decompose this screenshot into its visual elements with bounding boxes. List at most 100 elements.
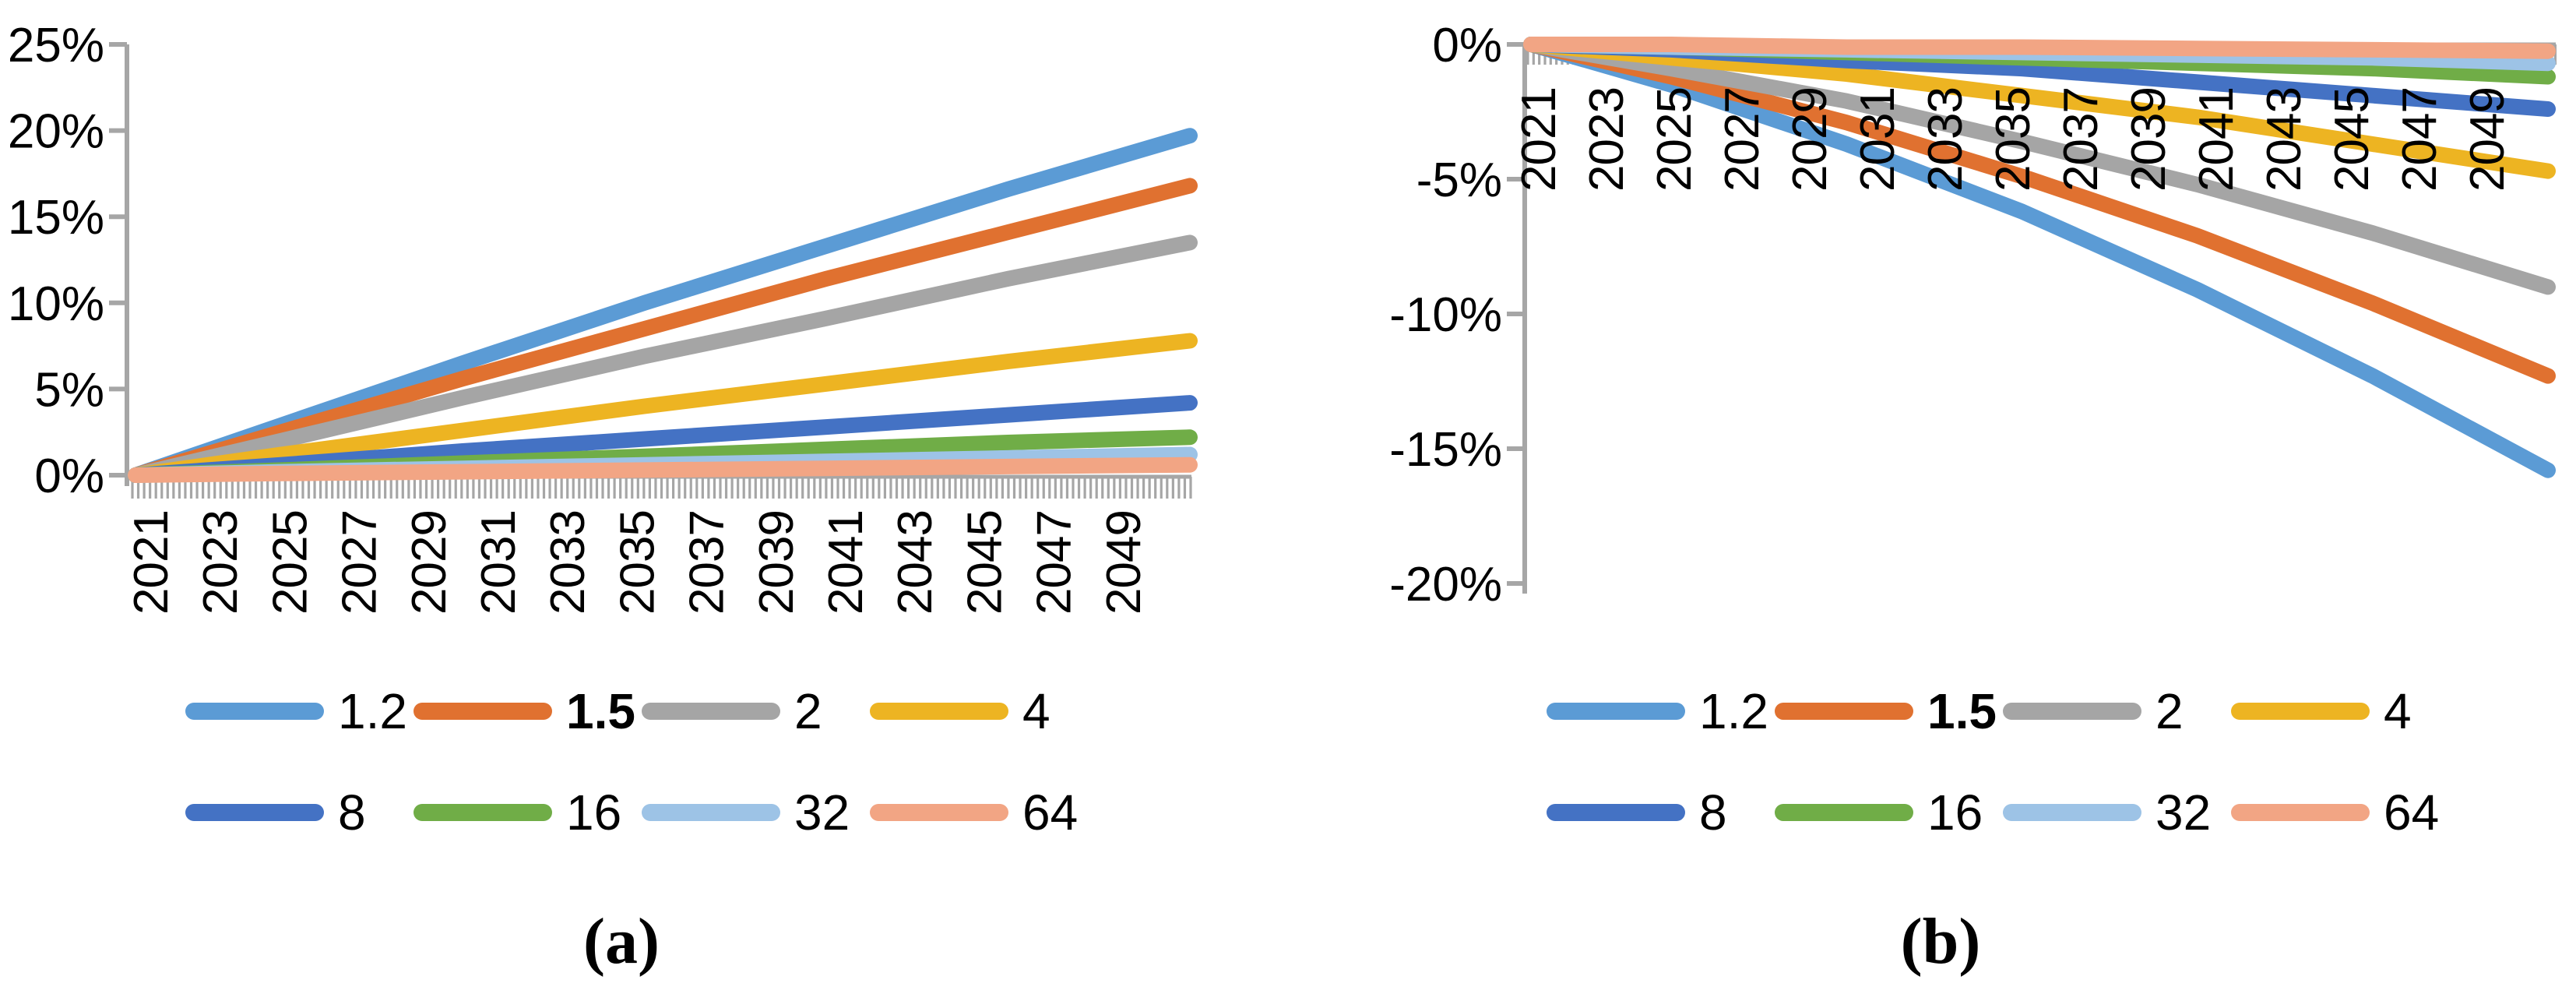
legend-marker-32 [642,804,780,821]
legend-item-64: 64 [870,787,1078,838]
legend-label-1.5: 1.5 [1927,683,1997,739]
x-axis-year-label: 2029 [1783,87,1837,192]
legend-marker-2 [2003,703,2141,720]
caption-panel-b: (b) [1900,905,1981,978]
legend-marker-64 [870,804,1008,821]
y-axis-tick-label: 0% [1432,19,1502,72]
x-axis-year-label: 2037 [681,510,734,615]
series-line-1.5 [128,178,1198,483]
x-axis-year-label: 2047 [2393,87,2447,192]
x-axis-year-label: 2049 [1097,510,1151,615]
x-axis-year-label: 2043 [2258,87,2311,192]
legend-item-1.2: 1.2 [185,686,407,737]
x-axis-year-label: 2045 [2325,87,2379,192]
legend-label-64: 64 [1022,784,1079,841]
x-axis-year-label: 2025 [263,510,317,615]
x-axis-year-label: 2027 [333,510,387,615]
legend-label-64: 64 [2384,784,2440,841]
legend-label-8: 8 [1699,784,1727,841]
series-line-64 [128,456,1198,483]
x-axis-year-label: 2035 [1987,87,2040,192]
y-axis-tick-label: 20% [8,105,104,159]
legend-label-32: 32 [2155,784,2212,841]
legend-item-2: 2 [642,686,822,737]
y-axis-tick-label: -15% [1389,423,1502,477]
legend-marker-4 [870,703,1008,720]
x-axis-year-label: 2023 [1580,87,1634,192]
legend-item-1.2: 1.2 [1547,686,1768,737]
y-axis-tick-label: -5% [1416,153,1502,207]
legend-marker-1.5 [413,703,552,720]
x-axis-year-label: 2041 [819,510,873,615]
legend-marker-64 [2231,804,2370,821]
x-axis-year-label: 2027 [1716,87,1769,192]
y-axis-tick-label: -10% [1389,288,1502,342]
x-axis-year-label: 2039 [750,510,804,615]
legend-label-1.2: 1.2 [1699,683,1768,739]
legend-marker-1.2 [1547,703,1685,720]
legend-item-1.5: 1.5 [413,686,635,737]
legend-item-4: 4 [870,686,1050,737]
y-axis-tick-label: 15% [8,191,104,245]
legend-item-32: 32 [2003,787,2211,838]
legend-marker-1.2 [185,703,324,720]
x-axis-year-label: 2031 [472,510,526,615]
legend-item-2: 2 [2003,686,2184,737]
x-axis-year-label: 2033 [541,510,595,615]
legend-item-8: 8 [1547,787,1727,838]
x-axis-year-label: 2037 [2054,87,2108,192]
legend-label-2: 2 [794,683,822,739]
legend-item-16: 16 [413,787,621,838]
legend-label-16: 16 [1927,784,1983,841]
legend-label-1.2: 1.2 [338,683,407,739]
series-line-2 [128,234,1198,483]
legend-label-32: 32 [794,784,850,841]
x-axis-year-label: 2047 [1028,510,1082,615]
y-axis-tick-label: 0% [34,449,104,503]
y-axis-tick-label: 25% [8,19,104,72]
legend-item-64: 64 [2231,787,2439,838]
legend-marker-1.5 [1775,703,1913,720]
x-axis-year-label: 2025 [1648,87,1701,192]
x-axis-year-label: 2049 [2461,87,2514,192]
legend-label-16: 16 [566,784,622,841]
x-axis-year-label: 2043 [889,510,942,615]
legend-item-4: 4 [2231,686,2412,737]
y-axis-tick-label: 5% [34,363,104,417]
legend-item-1.5: 1.5 [1775,686,1997,737]
series-line-4 [1523,37,2556,179]
legend-item-32: 32 [642,787,850,838]
y-axis-tick-label: -20% [1389,558,1502,612]
x-axis-year-label: 2029 [403,510,456,615]
series-line-4 [128,333,1198,483]
y-axis-tick-label: 10% [8,277,104,331]
legend-marker-16 [1775,804,1913,821]
legend-label-4: 4 [1022,683,1050,739]
legend-label-2: 2 [2155,683,2184,739]
series-line-1.2 [1523,37,2556,478]
x-axis-year-label: 2035 [611,510,664,615]
legend-marker-16 [413,804,552,821]
x-axis-year-label: 2023 [194,510,248,615]
legend-marker-8 [185,804,324,821]
x-axis-year-label: 2021 [125,510,178,615]
chart-b: 0% -5% -10% -15% -20% 2021 2023 2025 2027 2029 203… [1389,19,2557,612]
x-axis-year-label: 2021 [1512,87,1566,192]
x-axis-year-label: 2041 [2190,87,2243,192]
legend-marker-8 [1547,804,1685,821]
legend-label-8: 8 [338,784,366,841]
x-axis-year-label: 2031 [1851,87,1905,192]
caption-panel-a: (a) [583,905,660,978]
legend-item-16: 16 [1775,787,1983,838]
series-line-1.5 [1523,37,2556,384]
legend-item-8: 8 [185,787,366,838]
x-axis-year-label: 2045 [958,510,1012,615]
series-line-2 [1523,37,2556,295]
legend-marker-2 [642,703,780,720]
series-line-64 [1523,37,2556,59]
legend-label-4: 4 [2384,683,2412,739]
chart-a: 25% 20% 15% 10% 5% 0% 2021 2023 2025 2027 2029 2031… [8,19,1198,615]
legend-marker-4 [2231,703,2370,720]
legend-marker-32 [2003,804,2141,821]
